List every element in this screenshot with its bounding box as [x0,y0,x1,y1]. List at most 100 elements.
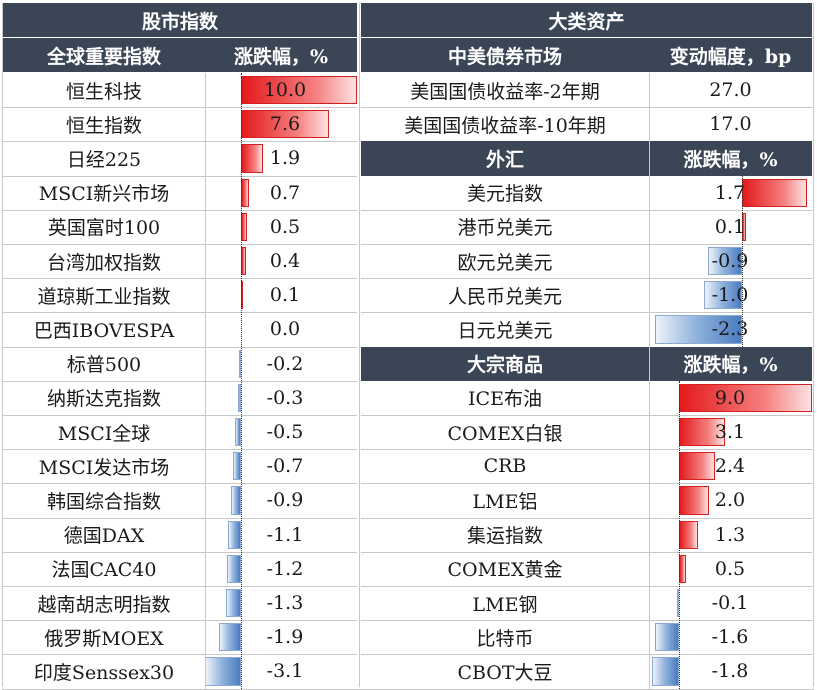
row-divider [3,380,357,382]
row-divider [3,415,357,416]
index-change-bar [238,349,241,378]
index-name: 恒生指数 [65,114,142,137]
row-divider [3,244,357,245]
fx-name: 欧元兑美元 [457,251,553,274]
commodity-name: COMEX白银 [447,422,563,445]
index-change-value: -0.9 [266,489,304,512]
index-change-value: -0.3 [266,386,304,409]
index-change-bar [241,178,250,207]
row-divider [3,209,357,211]
row-divider [3,141,357,143]
left-zero-axis [241,73,242,689]
row-divider [3,175,357,177]
commodity-change-bar [679,554,687,583]
commodity-name: 比特币 [476,627,534,650]
row-divider [361,415,812,416]
index-change-value: 0.5 [269,215,301,238]
row-divider [3,551,357,553]
bond-change-value: 17.0 [709,113,752,136]
commodity-name: COMEX黄金 [447,559,563,582]
fx-col-name-header: 外汇 [361,141,649,176]
row-divider [361,312,812,314]
row-divider [3,449,357,451]
left-col-name-header: 全球重要指数 [3,38,205,72]
right-col-divider [649,73,650,689]
commodity-change-value: 2.0 [714,489,746,512]
bonds-col-value-header: 变动幅度，bp [649,38,812,72]
index-name: 俄罗斯MOEX [44,627,164,650]
center-divider [359,3,360,687]
index-name: 道琼斯工业指数 [37,285,171,308]
row-divider [361,209,812,211]
index-name: 台湾加权指数 [46,251,161,274]
commodity-change-bar [679,383,813,412]
row-divider [361,483,812,485]
fx-change-value: 0.1 [714,215,746,238]
fx-col-value-header: 涨跌幅，% [649,141,812,176]
commodity-name: CRB [483,455,527,478]
commodity-name: LME钢 [472,593,538,616]
index-name: MSCI新兴市场 [38,183,170,206]
fx-name: 美元指数 [466,183,543,206]
commodity-change-bar [677,589,679,618]
left-section-title: 股市指数 [3,3,357,37]
commodity-change-bar [679,452,715,481]
index-name: 德国DAX [63,525,145,548]
index-change-bar [218,623,241,652]
index-name: 日经225 [66,148,142,171]
row-divider [361,517,812,519]
commodity-name: LME铝 [472,490,538,513]
commodities-col-name-header: 大宗商品 [361,346,649,381]
index-name: 纳斯达克指数 [46,388,161,411]
row-divider [361,449,812,451]
row-divider [361,107,812,109]
row-divider [361,244,812,245]
row-divider [3,483,357,485]
index-change-bar [225,589,241,618]
index-change-bar [227,554,241,583]
index-name: 印度Senssex30 [33,661,175,684]
commodity-name: 集运指数 [466,525,543,548]
row-divider [3,312,357,314]
fx-name: 港币兑美元 [457,217,553,240]
index-change-value: -1.2 [266,557,304,580]
index-change-bar [230,486,241,515]
index-name: 恒生科技 [65,80,142,103]
index-name: 法国CAC40 [51,559,157,582]
index-change-bar [228,520,241,549]
index-name: 英国富时100 [47,217,161,240]
bonds-col-name-header: 中美债券市场 [361,38,649,72]
fx-change-bar [707,247,742,276]
index-change-value: 0.1 [269,284,301,307]
commodity-change-bar [679,486,709,515]
row-divider [361,654,812,656]
index-name: 巴西IBOVESPA [33,319,175,342]
commodity-zero-axis [679,380,680,689]
index-change-value: 1.9 [269,147,301,170]
left-col-divider [205,73,206,689]
index-change-value: -1.3 [266,592,304,615]
row-divider [361,551,812,553]
row-divider [361,586,812,587]
commodity-change-bar [679,418,725,447]
index-change-value: -3.1 [266,660,304,683]
row-divider [361,620,812,622]
fx-change-bar [654,315,742,344]
row-divider [3,346,357,348]
fx-name: 日元兑美元 [457,319,553,342]
row-divider [3,278,357,280]
commodity-change-bar [655,623,679,652]
index-change-bar [205,657,241,686]
index-change-bar [235,418,241,447]
commodity-name: ICE布油 [468,388,542,411]
commodity-change-value: -1.6 [711,626,749,649]
index-change-value: -1.9 [266,626,304,649]
fx-zero-axis [742,175,743,347]
right-section-title: 大类资产 [361,3,812,37]
commodity-change-bar [679,520,699,549]
row-divider [3,517,357,519]
outer-right-border [813,3,814,687]
index-change-bar [232,452,241,481]
index-name: 越南胡志明指数 [37,593,171,616]
index-name: MSCI全球 [57,422,151,445]
